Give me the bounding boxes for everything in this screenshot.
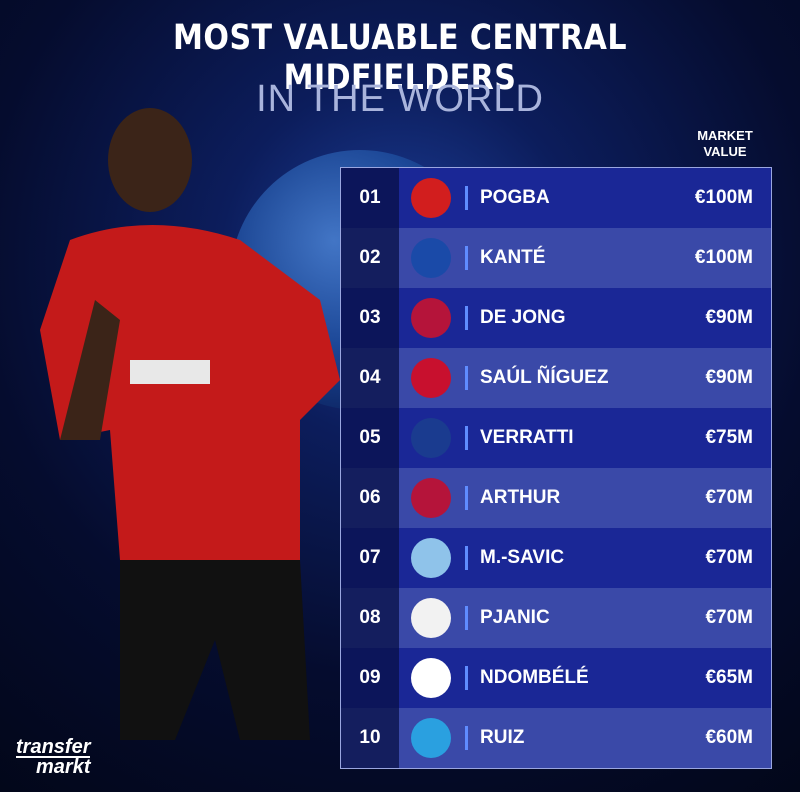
table-row: 08 PJANIC €70M: [341, 588, 771, 648]
club-badge: [411, 478, 451, 518]
club-badge: [411, 658, 451, 698]
separator: [465, 726, 468, 750]
player-name: KANTÉ: [480, 247, 546, 268]
market-value: €90M: [705, 367, 753, 388]
separator: [465, 486, 468, 510]
rank: 02: [341, 228, 399, 288]
rank: 07: [341, 528, 399, 588]
market-value: €70M: [705, 607, 753, 628]
player-name: RUIZ: [480, 727, 525, 748]
separator: [465, 186, 468, 210]
club-badge: [411, 598, 451, 638]
logo-text: markt: [16, 756, 91, 777]
separator: [465, 426, 468, 450]
table-row: 10 RUIZ €60M: [341, 708, 771, 768]
rank: 03: [341, 288, 399, 348]
table-row: 04 SAÚL ÑÍGUEZ €90M: [341, 348, 771, 408]
club-badge: [411, 718, 451, 758]
rank: 10: [341, 708, 399, 768]
market-value: €65M: [705, 667, 753, 688]
player-name: ARTHUR: [480, 487, 561, 508]
market-value: €75M: [705, 427, 753, 448]
player-name: SAÚL ÑÍGUEZ: [480, 367, 609, 388]
brand-logo: transfer markt: [16, 736, 91, 777]
separator: [465, 546, 468, 570]
separator: [465, 366, 468, 390]
rank: 09: [341, 648, 399, 708]
table-row: 09 NDOMBÉLÉ €65M: [341, 648, 771, 708]
club-badge: [411, 418, 451, 458]
rank: 04: [341, 348, 399, 408]
rank: 08: [341, 588, 399, 648]
club-badge: [411, 238, 451, 278]
table-row: 07 M.-SAVIC €70M: [341, 528, 771, 588]
player-name: DE JONG: [480, 307, 566, 328]
market-value: €100M: [694, 247, 753, 268]
player-name: POGBA: [480, 187, 550, 208]
market-value: €60M: [705, 727, 753, 748]
column-header: MARKET VALUE: [697, 128, 753, 159]
player-image: [40, 108, 340, 740]
separator: [465, 306, 468, 330]
table-row: 03 DE JONG €90M: [341, 288, 771, 348]
separator: [465, 246, 468, 270]
club-badge: [411, 298, 451, 338]
ranking-table: 01 POGBA €100M 02 KANTÉ €100M 03 DE JONG €90M 04 S…: [340, 167, 772, 769]
separator: [465, 666, 468, 690]
title: MOST VALUABLE CENTRAL MIDFIELDERS: [173, 18, 627, 98]
table-row: 05 VERRATTI €75M: [341, 408, 771, 468]
player-name: NDOMBÉLÉ: [480, 667, 589, 688]
rank: 05: [341, 408, 399, 468]
market-value: €70M: [705, 487, 753, 508]
club-badge: [411, 358, 451, 398]
club-badge: [411, 178, 451, 218]
market-value: €90M: [705, 307, 753, 328]
rank: 01: [341, 168, 399, 228]
club-badge: [411, 538, 451, 578]
table-row: 06 ARTHUR €70M: [341, 468, 771, 528]
rank: 06: [341, 468, 399, 528]
player-name: PJANIC: [480, 607, 550, 628]
subtitle: IN THE WORLD: [256, 78, 544, 120]
table-row: 02 KANTÉ €100M: [341, 228, 771, 288]
logo-text: transfer: [16, 736, 91, 758]
market-value: €70M: [705, 547, 753, 568]
separator: [465, 606, 468, 630]
player-name: M.-SAVIC: [480, 547, 565, 568]
table-row: 01 POGBA €100M: [341, 168, 771, 228]
player-name: VERRATTI: [480, 427, 574, 448]
market-value: €100M: [694, 187, 753, 208]
